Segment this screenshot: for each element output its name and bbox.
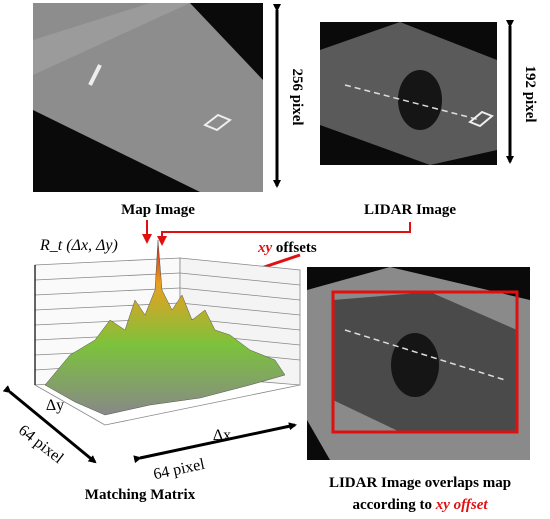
function-label: R_t (Δx, Δy): [39, 237, 118, 254]
size-arrow: [2, 385, 97, 464]
offsets-label: xy offsets: [257, 240, 317, 256]
surface: [44, 239, 286, 416]
caption-text: according to: [352, 497, 435, 513]
overlap-caption-2: according to xy offset: [352, 497, 488, 513]
dy-label: Δy: [46, 397, 64, 414]
lidar-caption: LIDAR Image: [364, 202, 456, 218]
caption-emph: xy offset: [435, 497, 489, 513]
map-size-label: 256 pixel: [289, 68, 305, 125]
map-caption: Map Image: [121, 202, 195, 218]
red-arrow: [157, 222, 411, 246]
overlap-image: [307, 267, 530, 460]
offsets-emph: xy: [257, 240, 273, 256]
lidar-size-label: 192 pixel: [522, 65, 538, 122]
overlap-caption-1: LIDAR Image overlaps map: [329, 475, 511, 491]
bottom-size-label: 64 pixel: [152, 456, 207, 484]
size-arrow: [133, 422, 297, 464]
left-size-label: 64 pixel: [15, 422, 67, 468]
offsets-rest: offsets: [272, 240, 317, 256]
lidar-image: [320, 22, 497, 165]
map-image: [33, 3, 263, 192]
matrix-caption: Matching Matrix: [85, 487, 196, 503]
